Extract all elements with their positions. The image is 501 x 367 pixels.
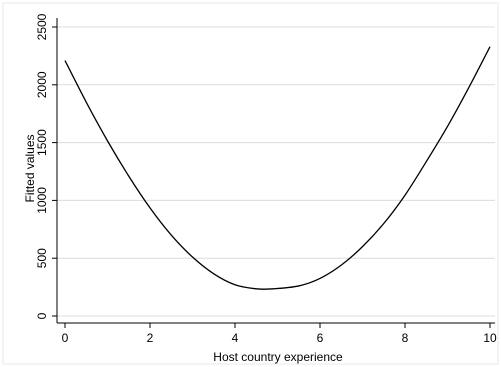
grid: [57, 26, 495, 317]
fitted-values-line: [64, 46, 491, 290]
x-tick-label: 0: [62, 331, 69, 345]
x-tick-label: 4: [232, 331, 239, 345]
x-tick-label: 6: [317, 331, 324, 345]
x-tick-label: 10: [483, 331, 497, 345]
x-axis-title: Host country experience: [213, 350, 343, 364]
x-tick-label: 2: [147, 331, 154, 345]
y-axis-title: Fitted values: [23, 134, 37, 202]
y-tick-label: 1500: [35, 129, 49, 156]
y-tick-label: 500: [35, 248, 49, 268]
y-tick-label: 0: [35, 312, 49, 319]
x-ticks: 0 2 4 6 8 10: [62, 323, 497, 345]
y-tick-label: 1000: [35, 187, 49, 214]
y-ticks: 0 500 1000 1500 2000 2500: [35, 13, 57, 319]
x-tick-label: 8: [402, 331, 409, 345]
y-tick-label: 2500: [35, 13, 49, 40]
y-tick-label: 2000: [35, 71, 49, 98]
